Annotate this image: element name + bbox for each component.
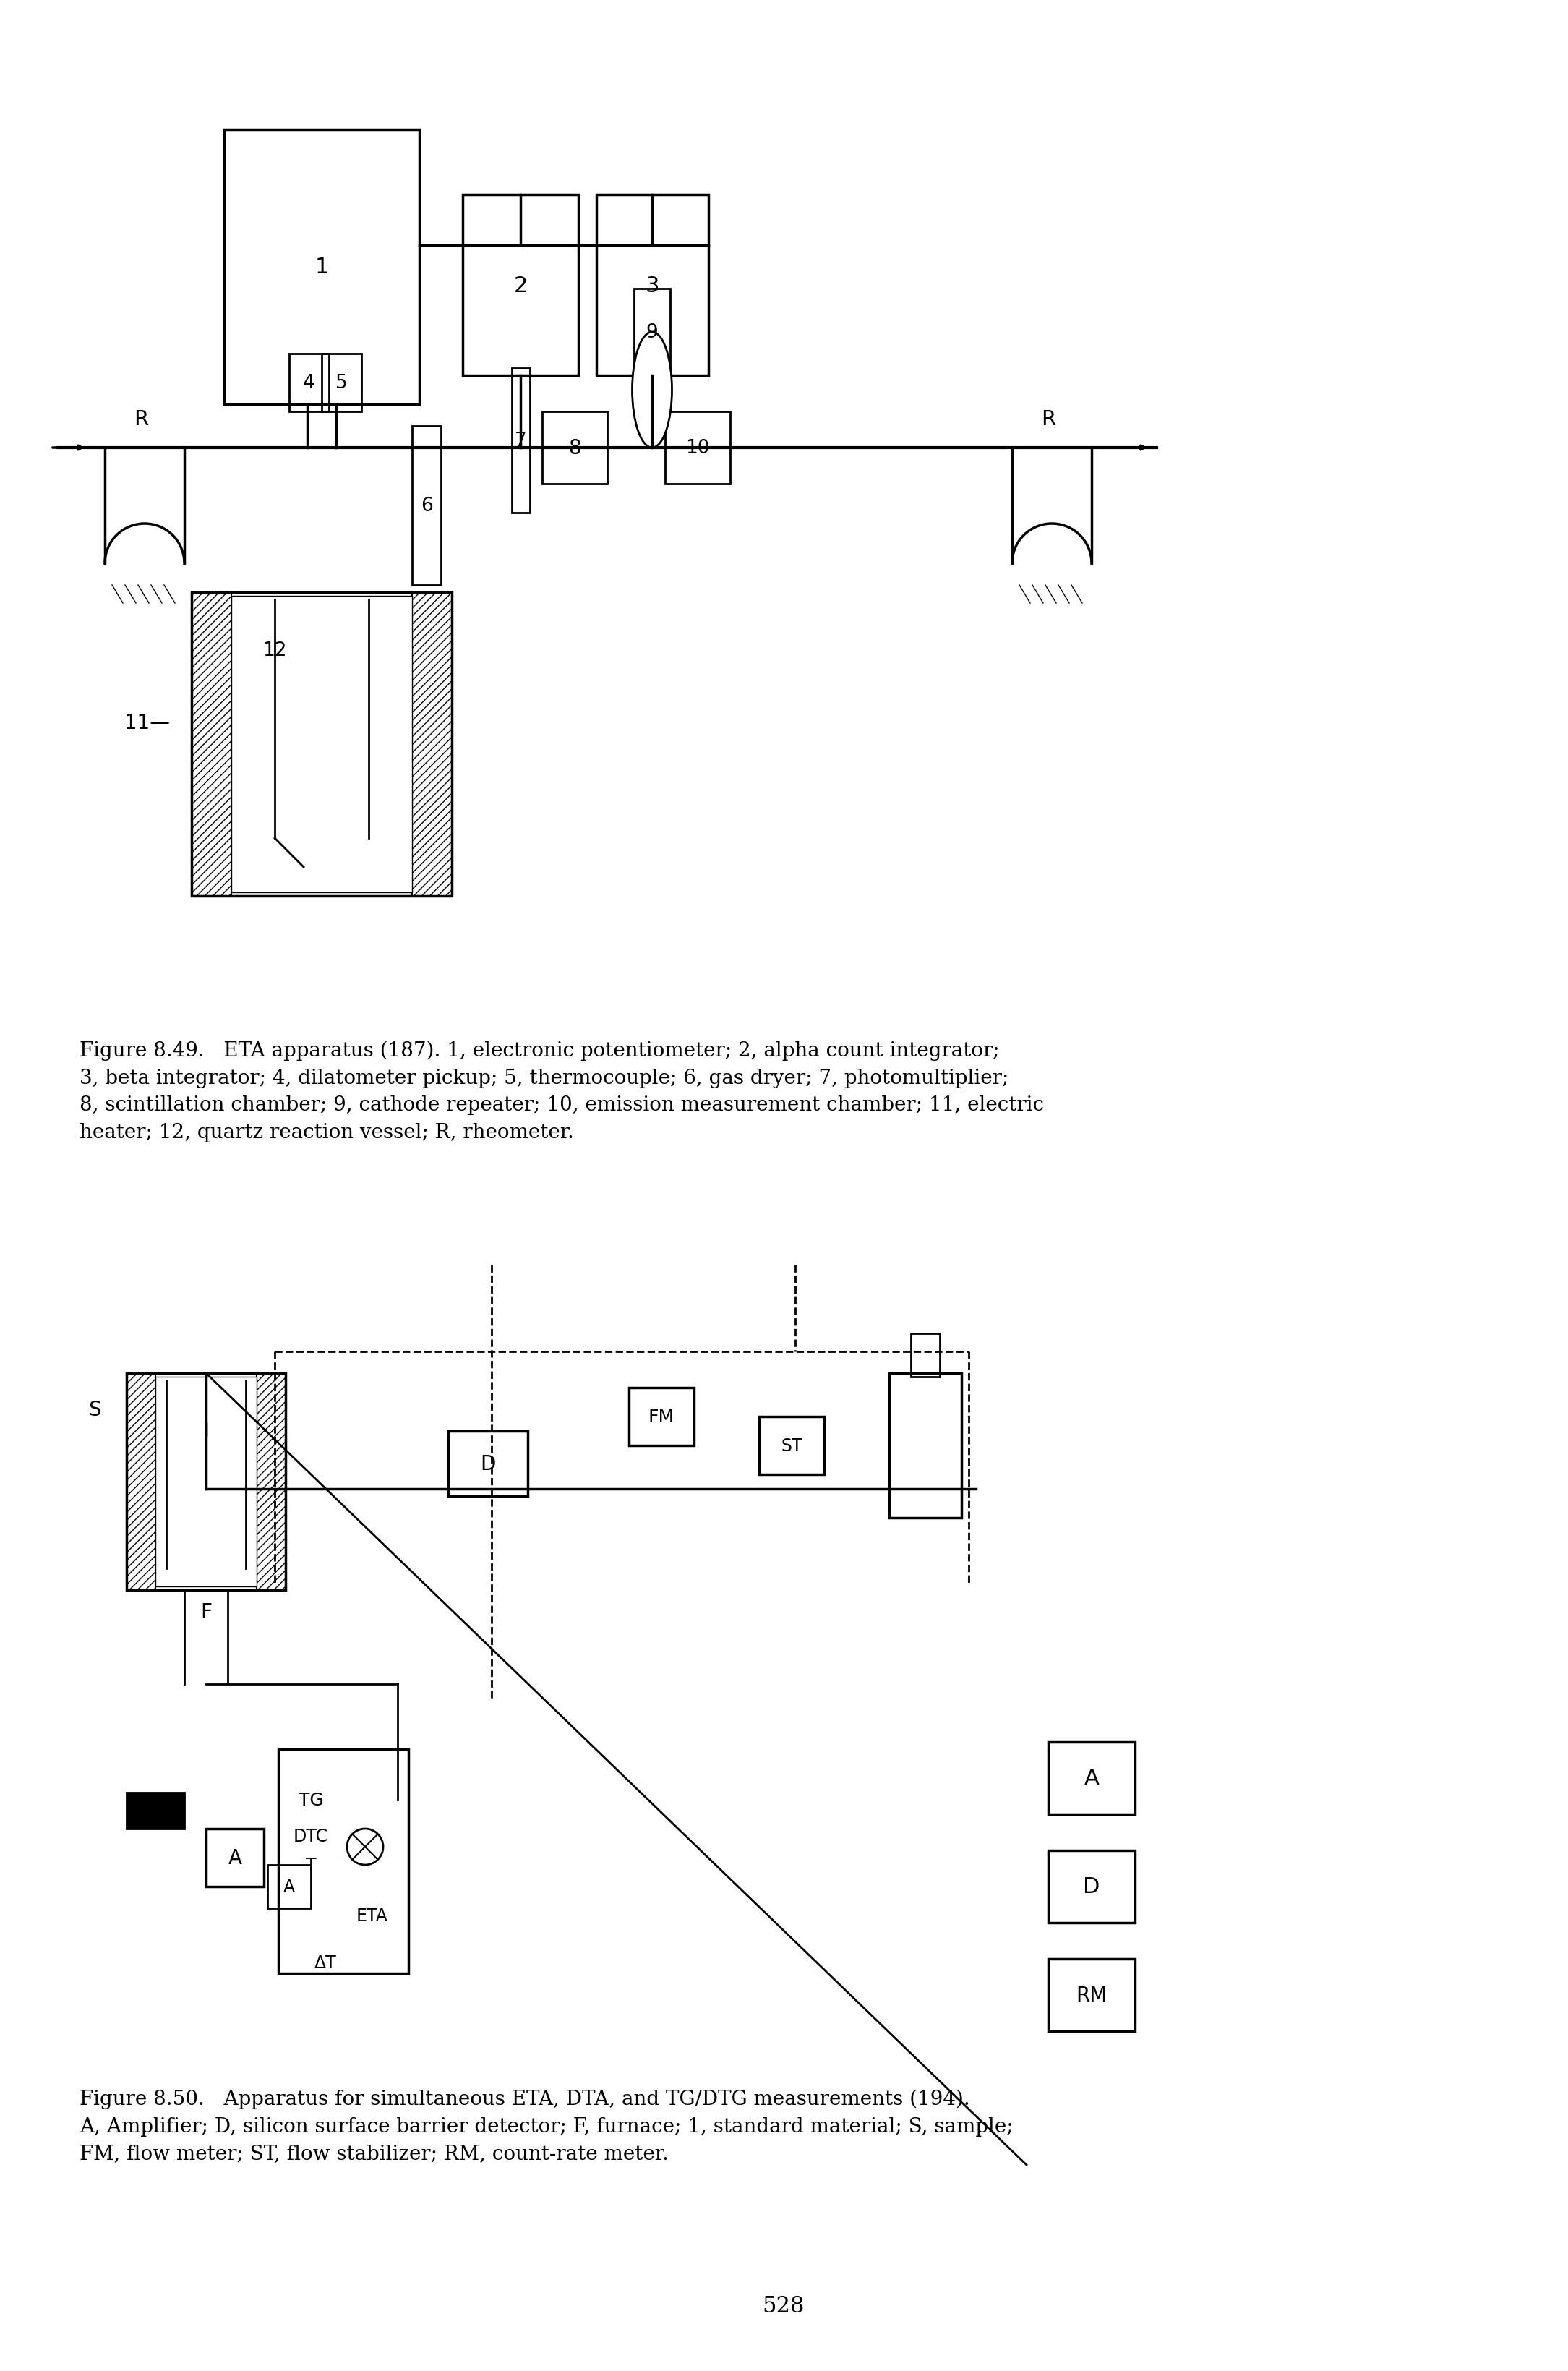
Bar (279, 1750, 408, 1973)
Text: 9: 9 (646, 322, 659, 341)
Text: 2: 2 (513, 275, 527, 296)
Bar (257, 1373, 285, 1591)
Text: ΔT: ΔT (314, 1954, 337, 1970)
Text: 8: 8 (568, 439, 582, 458)
Text: 528: 528 (762, 2295, 804, 2316)
Bar (448, 1432, 528, 1496)
Text: RM: RM (1076, 1985, 1107, 2006)
Bar (911, 1333, 939, 1378)
Text: ETA: ETA (356, 1906, 389, 1925)
Text: D: D (1083, 1875, 1101, 1897)
Bar (321, 353, 362, 413)
Text: T: T (306, 1856, 317, 1873)
Text: 12: 12 (262, 640, 287, 659)
Bar (205, 1828, 263, 1887)
Bar (191, 593, 232, 896)
Bar (511, 368, 530, 512)
Text: 4: 4 (303, 375, 315, 394)
Text: A: A (227, 1847, 241, 1868)
Text: 10: 10 (685, 439, 710, 458)
Text: Figure 8.49.   ETA apparatus (187). 1, electronic potentiometer; 2, alpha count : Figure 8.49. ETA apparatus (187). 1, ele… (80, 1041, 1044, 1143)
Text: Figure 8.50.   Apparatus for simultaneous ETA, DTA, and TG/DTG measurements (194: Figure 8.50. Apparatus for simultaneous … (80, 2089, 1013, 2162)
Bar (1049, 1849, 1135, 1923)
Bar (268, 1866, 310, 1909)
Text: TG: TG (298, 1790, 323, 1809)
Text: ST: ST (781, 1437, 803, 1453)
Text: F: F (201, 1603, 212, 1622)
Bar (224, 130, 419, 405)
Text: 1: 1 (315, 256, 329, 277)
Text: 7: 7 (514, 432, 527, 450)
Text: R: R (1041, 410, 1055, 429)
Bar (633, 289, 670, 377)
Bar (127, 1373, 155, 1591)
Bar (289, 353, 329, 413)
Text: D: D (480, 1453, 495, 1475)
Bar (412, 427, 441, 586)
Bar (543, 413, 607, 484)
Bar (629, 1387, 695, 1446)
Bar (665, 413, 731, 484)
Bar (232, 597, 412, 894)
Bar (191, 593, 452, 896)
Bar (412, 593, 452, 896)
Text: 11—: 11— (124, 714, 169, 733)
Text: FM: FM (649, 1408, 674, 1425)
Text: 6: 6 (420, 496, 433, 515)
Bar (155, 1378, 257, 1586)
Bar (1049, 1743, 1135, 1814)
Bar (889, 1373, 961, 1517)
Ellipse shape (632, 332, 673, 448)
Text: I: I (204, 1423, 209, 1442)
Text: 5: 5 (336, 375, 347, 394)
Text: S: S (88, 1399, 102, 1420)
Text: A: A (1083, 1769, 1099, 1788)
Bar (127, 1792, 185, 1828)
Bar (463, 194, 579, 377)
Text: DTC: DTC (293, 1828, 328, 1845)
Bar (1049, 1958, 1135, 2032)
Bar (127, 1373, 285, 1591)
Text: 3: 3 (644, 275, 659, 296)
Text: R: R (133, 410, 149, 429)
Bar (759, 1418, 825, 1475)
Bar (596, 194, 709, 377)
Text: A: A (284, 1878, 295, 1894)
